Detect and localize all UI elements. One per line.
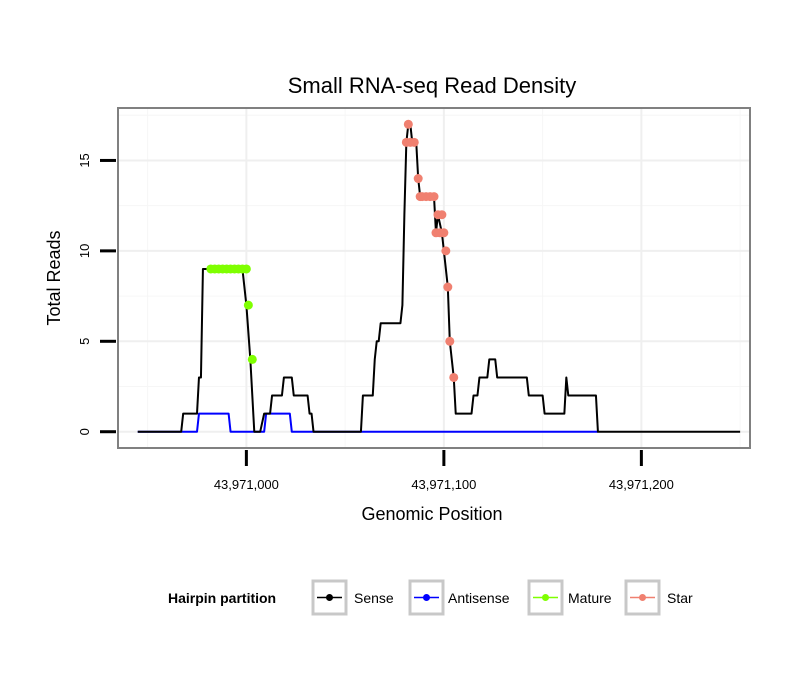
star-point-3 bbox=[409, 137, 419, 147]
mature-point-10 bbox=[243, 300, 253, 310]
mature-point-9 bbox=[241, 264, 251, 274]
series-line-antisense bbox=[137, 412, 598, 433]
legend-key-dot-antisense bbox=[423, 594, 430, 601]
series-layer bbox=[137, 119, 741, 433]
legend-title: Hairpin partition bbox=[168, 590, 276, 606]
legend-label-sense: Sense bbox=[354, 590, 394, 606]
plot-background bbox=[118, 108, 750, 448]
legend-label-star: Star bbox=[667, 590, 693, 606]
legend-key-dot-mature bbox=[542, 594, 549, 601]
legend-key-dot-sense bbox=[326, 594, 333, 601]
legend-key-dot-star bbox=[639, 594, 646, 601]
legend-entry-mature: Mature bbox=[527, 579, 612, 616]
star-point-16 bbox=[443, 282, 453, 292]
legend-label-antisense: Antisense bbox=[448, 590, 510, 606]
star-point-1 bbox=[403, 119, 413, 129]
chart-title: Small RNA-seq Read Density bbox=[288, 73, 577, 98]
y-tick-label-2: 10 bbox=[77, 244, 92, 258]
legend-entry-sense: Sense bbox=[311, 579, 394, 616]
legend-entry-star: Star bbox=[624, 579, 693, 616]
x-tick-label-0: 43,971,000 bbox=[214, 477, 279, 492]
y-tick-label-1: 5 bbox=[77, 338, 92, 345]
star-point-9 bbox=[429, 192, 439, 202]
y-axis: 0 5 10 15 bbox=[77, 153, 116, 435]
y-tick-label-3: 15 bbox=[77, 153, 92, 167]
mature-point-11 bbox=[247, 354, 257, 364]
x-tick-label-1: 43,971,100 bbox=[411, 477, 476, 492]
star-point-17 bbox=[445, 336, 455, 346]
star-point-14 bbox=[439, 228, 449, 238]
x-tick-label-2: 43,971,200 bbox=[609, 477, 674, 492]
star-point-4 bbox=[413, 174, 423, 184]
y-tick-label-0: 0 bbox=[77, 428, 92, 435]
plot-border bbox=[117, 107, 751, 449]
legend: Hairpin partition Sense Antisense Mature St… bbox=[168, 579, 693, 616]
x-axis-title: Genomic Position bbox=[361, 504, 502, 524]
x-axis: 43,971,000 43,971,100 43,971,200 bbox=[214, 450, 674, 492]
star-point-18 bbox=[449, 372, 459, 382]
legend-label-mature: Mature bbox=[568, 590, 612, 606]
y-axis-title: Total Reads bbox=[44, 230, 64, 325]
star-point-13 bbox=[437, 210, 447, 220]
legend-entry-antisense: Antisense bbox=[408, 579, 510, 616]
star-point-15 bbox=[441, 246, 451, 256]
